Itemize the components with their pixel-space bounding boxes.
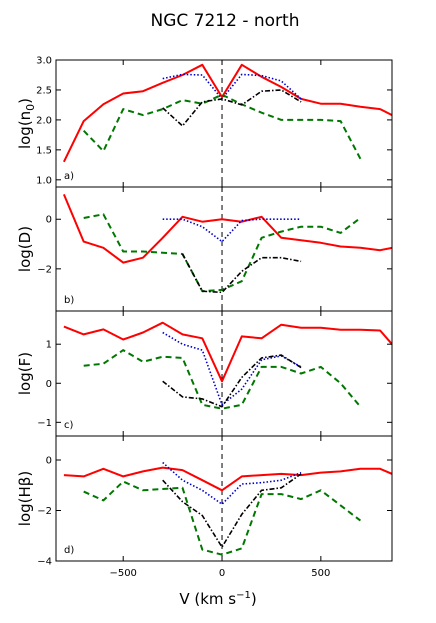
y-tick-label: −2 — [37, 506, 52, 517]
y-tick-label: 1 — [46, 340, 52, 351]
y-label-subscript: 0 — [24, 104, 37, 111]
series-line-black-dashdot — [162, 473, 302, 548]
panel-frame — [55, 59, 393, 188]
y-label-close: ) — [16, 98, 34, 104]
y-tick-label: 3.0 — [36, 56, 52, 67]
x-tick-label: 500 — [311, 568, 330, 579]
panel-label: a) — [64, 171, 74, 182]
x-axis-label: V (km s−1) — [179, 590, 256, 608]
panel-label: c) — [64, 420, 73, 431]
panel-3: −1 0 1 c) log(F) — [16, 310, 393, 437]
y-tick-label: 0 — [46, 215, 52, 226]
series-line-green-dashed — [82, 93, 362, 160]
panel-label: d) — [64, 545, 74, 556]
chart-title: NGC 7212 - north — [151, 11, 300, 31]
y-axis-label: log(n0) — [16, 98, 37, 149]
y-tick-label: −2 — [37, 264, 52, 275]
series-line-black-dashdot — [162, 89, 302, 127]
x-tick-label: 0 — [219, 568, 225, 579]
series-line-black-dashdot — [181, 253, 302, 294]
series-line-green-dashed — [83, 349, 362, 410]
y-tick-label: 0 — [46, 379, 52, 390]
series-line-green-dashed — [83, 480, 362, 556]
y-axis-label: log(Hβ) — [16, 471, 34, 526]
y-tick-label: 0 — [46, 455, 52, 466]
series-line-red-solid — [62, 194, 392, 264]
panels: 1.0 1.5 2.0 2.5 3.0 a) log(n0) −2 0 b) log(D) −1 0 1 c… — [16, 56, 393, 579]
panel-2: −2 0 b) log(D) — [16, 186, 393, 312]
panel-1: 1.0 1.5 2.0 2.5 3.0 a) log(n0) — [16, 56, 393, 188]
panel-4: −4 −2 0 d) log(Hβ) −500 0 500 — [16, 435, 393, 579]
series-line-green-dashed — [83, 213, 362, 293]
panel-frame — [55, 435, 393, 562]
y-axis-label: log(F) — [16, 352, 34, 395]
y-tick-label: 2.5 — [36, 85, 52, 96]
series-line-black-dashdot — [162, 354, 302, 408]
y-axis-label: log(D) — [16, 226, 34, 272]
y-tick-label: 2.0 — [36, 115, 52, 126]
series-line-blue-dotted — [162, 331, 302, 406]
series-line-blue-dotted — [162, 218, 302, 243]
series-line-red-solid — [63, 63, 392, 163]
series-line-blue-dotted — [162, 461, 302, 506]
y-tick-label: 1.0 — [36, 175, 52, 186]
series-line-red-solid — [63, 321, 392, 383]
y-tick-label: 1.5 — [36, 145, 52, 156]
x-tick-label: −500 — [109, 568, 136, 579]
series-line-red-solid — [63, 466, 392, 492]
panel-label: b) — [64, 295, 74, 306]
y-tick-label: −1 — [37, 418, 52, 429]
y-tick-label: −4 — [37, 557, 52, 568]
